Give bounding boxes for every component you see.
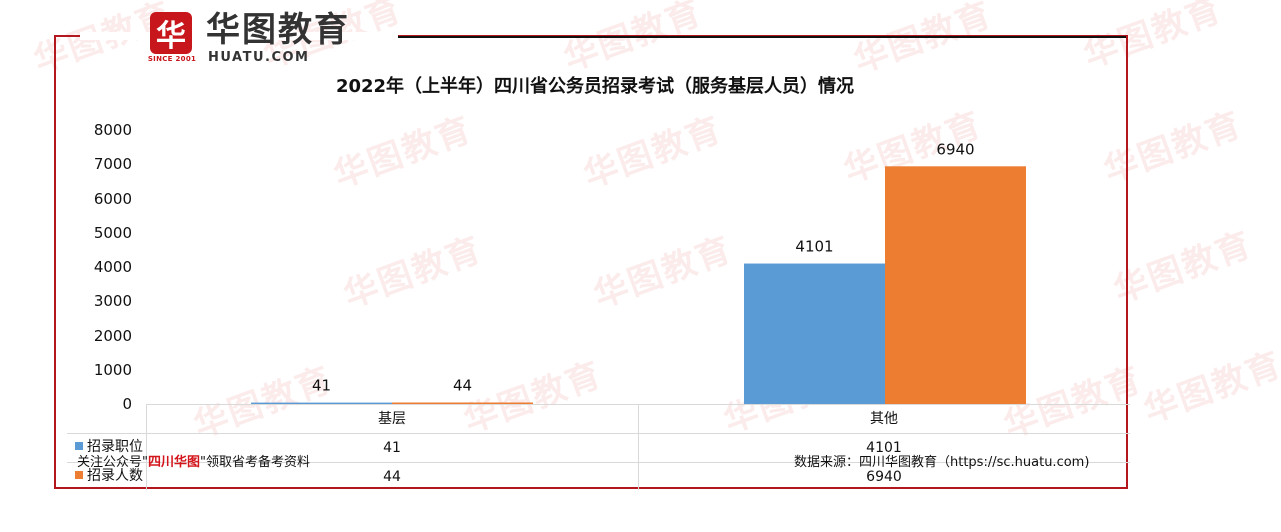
y-tick-label: 3000 [93,292,132,311]
bar-positions-0 [251,402,392,404]
logo-name: 华图教育 [206,10,350,50]
table-cell: 41 [383,440,401,456]
bar-data-label: 4101 [795,238,833,256]
bar-data-label: 41 [312,377,331,395]
legend-key-1 [75,471,83,479]
table-row-label: 招录人数 [87,468,143,484]
frame-top-line [398,36,1126,38]
y-tick-label: 2000 [93,326,132,345]
chart-title: 2022年（上半年）四川省公务员招录考试（服务基层人员）情况 [335,76,855,97]
y-tick-label: 5000 [93,223,132,242]
follow-note: 关注公众号"四川华图"领取省考备考资料 [77,455,310,471]
bar-data-label: 6940 [936,140,974,158]
bar-positions-1 [744,263,885,404]
legend-key-0 [75,442,83,450]
table-category-header: 基层 [378,411,406,427]
bar-recruits-0 [392,402,533,404]
huatu-logo: 华 SINCE 2001 华图教育 HUATU.COM [147,10,390,65]
table-category-header: 其他 [870,411,898,427]
logo-domain: HUATU.COM [208,50,310,65]
y-tick-label: 1000 [93,360,132,379]
logo-since: SINCE 2001 [147,55,197,63]
frame-gap [80,32,398,40]
table-cell: 4101 [866,440,902,456]
table-line-lower [67,462,1130,463]
follow-note-prefix: 关注公众号" [77,455,148,470]
y-tick-label: 8000 [93,121,132,139]
table-cell: 44 [383,469,401,485]
table-line-v1 [638,404,639,490]
y-tick-label: 0 [122,395,132,413]
follow-note-account: 四川华图 [147,455,200,470]
y-tick-label: 6000 [93,189,132,208]
bar-recruits-1 [885,166,1026,404]
bar-data-label: 44 [453,376,472,394]
table-line-mid [67,433,1130,434]
logo-mark-icon: 华 [150,12,192,54]
data-source-note: 数据来源：四川华图教育（https://sc.huatu.com) [794,455,1090,470]
y-tick-label: 7000 [93,155,132,174]
table-cell: 6940 [866,469,902,485]
table-row-label: 招录职位 [87,439,143,455]
follow-note-suffix: "领取省考备考资料 [200,455,310,470]
y-tick-label: 4000 [93,258,132,276]
table-line-v0 [146,404,147,490]
